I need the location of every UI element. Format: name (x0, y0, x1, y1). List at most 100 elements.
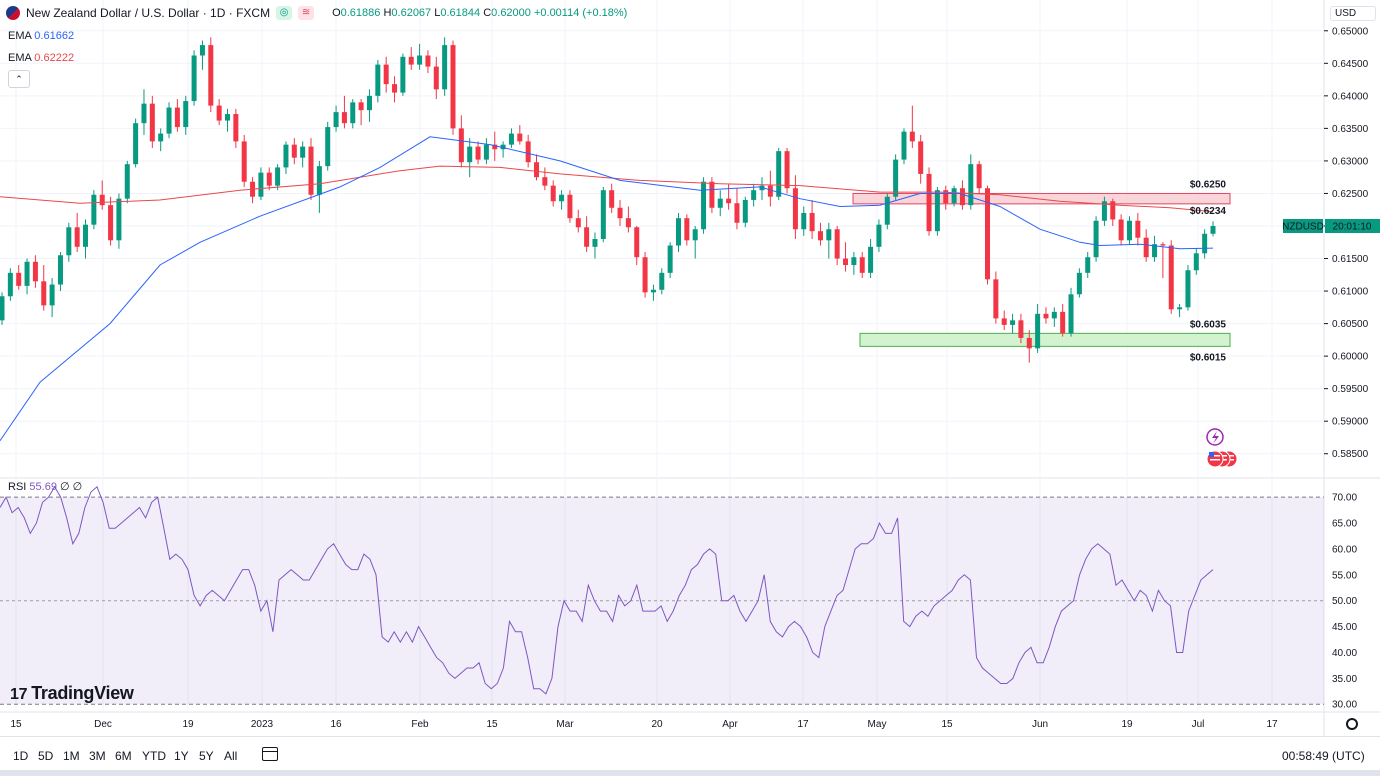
candle-body (542, 177, 548, 186)
range-5y-button[interactable]: 5Y (199, 749, 214, 763)
range-ytd-button[interactable]: YTD (142, 749, 166, 763)
range-6m-button[interactable]: 6M (115, 749, 132, 763)
candle-body (350, 102, 356, 124)
range-1y-button[interactable]: 1Y (174, 749, 189, 763)
candle-body (692, 229, 698, 241)
collapse-legend-button[interactable]: ⌃ (8, 70, 30, 88)
range-5d-button[interactable]: 5D (38, 749, 54, 763)
candle-body (266, 172, 272, 186)
candle-body (584, 227, 590, 247)
candle-body (183, 101, 189, 128)
candle-body (316, 166, 322, 195)
candle-body (216, 105, 222, 121)
candle-body (483, 144, 489, 160)
candle-body (726, 198, 732, 204)
candle-body (1043, 313, 1049, 319)
candle-body (341, 112, 347, 124)
candle-body (667, 245, 673, 273)
candle-body (233, 114, 239, 142)
candle-body (734, 203, 740, 223)
candle-body (458, 128, 464, 163)
candle-body (876, 224, 882, 247)
candle-body (141, 103, 147, 124)
candle-body (108, 205, 114, 241)
gear-icon[interactable] (1346, 718, 1358, 730)
candle-body (24, 261, 30, 286)
candle-body (208, 45, 214, 106)
candle-body (784, 151, 790, 189)
candle-body (500, 144, 506, 150)
candle-body (508, 133, 514, 145)
market-open-icon[interactable]: ◎ (276, 6, 293, 20)
candle-body (133, 123, 139, 165)
clock-time[interactable]: 00:58:49 (UTC) (1282, 749, 1365, 763)
currency-selector[interactable]: USD (1330, 6, 1376, 21)
candle-body (901, 131, 907, 160)
candle-body (968, 164, 974, 206)
candle-body (467, 146, 473, 163)
tradingview-logo[interactable]: 17 TradingView (10, 683, 134, 704)
candle-body (492, 144, 498, 150)
candle-body (893, 159, 899, 197)
rsi-tick-label: 45.00 (1332, 622, 1357, 633)
candle-body (291, 144, 297, 158)
candle-body (943, 190, 949, 204)
range-3m-button[interactable]: 3M (89, 749, 106, 763)
candle-body (517, 133, 523, 142)
candle-body (1177, 307, 1183, 310)
price-tick-label: 0.61000 (1332, 287, 1369, 298)
candle-body (1010, 320, 1016, 325)
symbol-title[interactable]: New Zealand Dollar / U.S. Dollar · 1D · … (26, 6, 271, 20)
candle-body (475, 146, 481, 160)
data-wave-icon[interactable]: ≋ (298, 6, 315, 20)
candle-body (1026, 337, 1032, 349)
candle-body (525, 141, 531, 163)
candle-body (400, 56, 406, 93)
ema-slow-legend[interactable]: EMA 0.62222 (8, 52, 74, 64)
candle-body (851, 257, 857, 266)
ema-fast-legend[interactable]: EMA 0.61662 (8, 30, 74, 42)
candle-body (408, 56, 414, 65)
time-tick-label: 20 (651, 719, 663, 730)
close-label: C (483, 7, 492, 19)
candle-body (0, 296, 5, 321)
time-tick-label: 19 (1121, 719, 1133, 730)
time-tick-label: Jul (1192, 719, 1205, 730)
candle-body (575, 218, 581, 228)
candle-body (124, 164, 130, 199)
rsi-legend[interactable]: RSI 55.69 ∅ ∅ (8, 480, 82, 493)
candle-body (976, 164, 982, 189)
candle-body (709, 181, 715, 208)
candle-body (149, 103, 155, 142)
candle-body (49, 284, 55, 306)
ema-fast-line (0, 136, 1214, 441)
rsi-extra-1: ∅ (60, 481, 70, 493)
candle-body (283, 144, 289, 168)
candle-body (993, 279, 999, 319)
last-price-symbol-tag (1283, 218, 1323, 233)
candle-body (926, 173, 932, 232)
candle-body (1168, 245, 1174, 310)
candle-body (809, 212, 815, 232)
candle-body (32, 261, 38, 282)
candle-body (625, 218, 631, 228)
candle-body (1152, 244, 1158, 258)
candle-body (801, 212, 807, 230)
resistance-top-label: $0.6250 (1190, 179, 1227, 190)
candle-body (433, 66, 439, 90)
low-value: 0.61844 (440, 7, 481, 19)
high-value: 0.62067 (391, 7, 432, 19)
range-1d-button[interactable]: 1D (13, 749, 29, 763)
chart-area[interactable]: 0.65000 0.64500 0.64000 0.63500 0.63000 0.625… (0, 0, 1380, 736)
calendar-icon[interactable] (262, 747, 278, 761)
candle-body (442, 45, 448, 90)
range-1m-button[interactable]: 1M (63, 749, 80, 763)
candle-body (617, 207, 623, 219)
range-all-button[interactable]: All (224, 749, 238, 763)
last-price-time: 20:01:10 (1333, 221, 1372, 232)
candle-body (1160, 244, 1166, 246)
candle-body (684, 218, 690, 241)
candle-body (634, 227, 640, 258)
close-value: 0.62000 (491, 7, 531, 19)
candle-body (817, 231, 823, 241)
